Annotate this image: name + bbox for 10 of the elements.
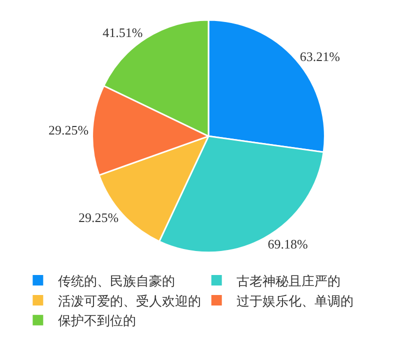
- data-label: 63.21%: [300, 49, 340, 64]
- legend-label: 古老神秘且庄严的: [236, 274, 341, 290]
- legend-label: 传统的、民族自豪的: [58, 274, 175, 290]
- legend-label: 活泼可爱的、受人欢迎的: [58, 293, 201, 310]
- data-label: 29.25%: [78, 210, 119, 226]
- legend-label: 保护不到位的: [58, 314, 136, 330]
- data-label: 29.25%: [48, 122, 89, 138]
- data-label: 69.18%: [268, 236, 308, 252]
- data-label: 41.51%: [102, 24, 143, 40]
- legend-label: 过于娱乐化、单调的: [236, 294, 354, 310]
